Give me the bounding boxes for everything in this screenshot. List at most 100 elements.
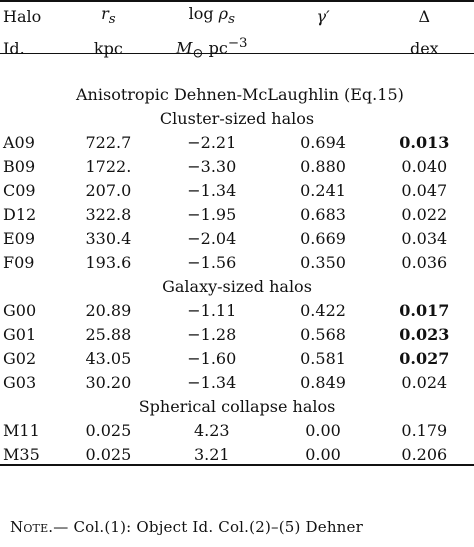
cell-log-rho: −2.04 [187,228,237,248]
spacer-row [0,67,474,83]
cell-halo-id: F09 [3,252,35,272]
cell-halo-id: M35 [3,444,40,464]
header-id: Id. [3,39,25,59]
cell-gamma: 0.683 [300,204,346,224]
table-note: Note.— Col.(1): Object Id. Col.(2)–(5) D… [10,518,363,536]
cell-rs: 207.0 [85,180,132,200]
table-row: D12 322.8 −1.95 0.683 0.022 [0,203,474,227]
cell-halo-id: M11 [3,420,40,440]
header-dex: dex [409,39,439,59]
cell-halo-id: G03 [3,372,37,392]
cell-halo-id: G02 [3,348,37,368]
header-rs-base: r [101,4,109,23]
cell-log-rho: −3.30 [187,156,237,176]
cell-log-rho: −1.60 [187,348,237,368]
header-gamma: γ′ [271,2,374,32]
cell-delta: 0.040 [401,156,448,176]
table-row: G02 43.05 −1.60 0.581 0.027 [0,347,474,371]
cell-gamma: 0.00 [305,444,341,464]
cell-halo-id: G00 [3,300,37,320]
cell-halo-id: C09 [3,180,36,200]
cell-delta: 0.027 [399,348,450,368]
cell-log-rho: 4.23 [193,420,230,440]
header-density-unit-sup: −3 [227,36,248,52]
header-logrho: log ρs [152,2,271,32]
cell-rs: 25.88 [85,324,132,344]
header-density-unit-text: pc [203,38,228,58]
cell-gamma: 0.00 [305,420,341,440]
header-rs-sub: s [108,12,116,28]
model-title: Anisotropic Dehnen-McLaughlin (Eq.15) [76,84,404,104]
section-header-row: Cluster-sized halos [0,107,474,131]
cell-log-rho: −1.34 [187,372,237,392]
section-title: Galaxy-sized halos [162,276,312,296]
header-row-1: Halo rs log ρs γ′ Δ [0,2,474,32]
header-rule [0,53,474,54]
table-row: B09 1722. −3.30 0.880 0.040 [0,155,474,179]
cell-delta: 0.023 [399,324,450,344]
cell-rs: 193.6 [85,252,132,272]
cell-log-rho: −1.28 [187,324,237,344]
table-row: M11 0.025 4.23 0.00 0.179 [0,419,474,443]
cell-gamma: 0.581 [300,348,346,368]
header-logrho-sub: s [228,12,235,28]
cell-halo-id: D12 [3,204,37,224]
table-row: M35 0.025 3.21 0.00 0.206 [0,443,474,467]
note-label: Note. [10,518,54,536]
cell-delta: 0.017 [399,300,450,320]
table-row: G00 20.89 −1.11 0.422 0.017 [0,299,474,323]
cell-rs: 330.4 [85,228,132,248]
note-text: — Col.(1): Object Id. Col.(2)–(5) Dehner [53,518,363,536]
table-body: Anisotropic Dehnen-McLaughlin (Eq.15) Cl… [0,67,474,467]
table-row: G03 30.20 −1.34 0.849 0.024 [0,371,474,395]
table-row: C09 207.0 −1.34 0.241 0.047 [0,179,474,203]
halo-parameters-table: Halo rs log ρs γ′ Δ Id. kpc M⊙ pc−3 dex … [0,2,474,467]
table-row: F09 193.6 −1.56 0.350 0.036 [0,251,474,275]
cell-delta: 0.036 [401,252,448,272]
cell-gamma: 0.694 [300,132,346,152]
cell-rs: 1722. [85,156,132,176]
cell-halo-id: E09 [3,228,36,248]
cell-gamma: 0.241 [300,180,346,200]
header-kpc: kpc [93,39,123,59]
cell-gamma: 0.568 [300,324,346,344]
header-density-unit-base: M [176,38,193,58]
cell-log-rho: −1.11 [187,300,237,320]
header-row-2: Id. kpc M⊙ pc−3 dex [0,32,474,67]
cell-halo-id: A09 [3,132,35,152]
table-row: G01 25.88 −1.28 0.568 0.023 [0,323,474,347]
cell-rs: 722.7 [85,132,132,152]
cell-gamma: 0.350 [300,252,346,272]
cell-delta: 0.179 [401,420,448,440]
header-gamma-symbol: γ′ [316,7,330,27]
bottom-rule [0,464,474,466]
cell-rs: 0.025 [85,444,132,464]
cell-delta: 0.022 [401,204,448,224]
cell-log-rho: −2.21 [187,132,237,152]
cell-delta: 0.013 [399,132,450,152]
cell-rs: 30.20 [85,372,132,392]
cell-log-rho: −1.56 [187,252,237,272]
cell-gamma: 0.849 [300,372,346,392]
model-title-row: Anisotropic Dehnen-McLaughlin (Eq.15) [0,83,474,107]
section-header-row: Galaxy-sized halos [0,275,474,299]
cell-delta: 0.024 [401,372,448,392]
section-header-row: Spherical collapse halos [0,395,474,419]
section-title: Cluster-sized halos [159,108,315,128]
top-rule [0,0,474,2]
header-rs: rs [65,2,152,32]
cell-rs: 322.8 [85,204,132,224]
cell-log-rho: −1.34 [187,180,237,200]
header-density-unit-sub: ⊙ [192,46,204,62]
header-logrho-base: ρ [218,4,229,23]
cell-delta: 0.034 [401,228,448,248]
cell-rs: 0.025 [85,420,132,440]
cell-delta: 0.047 [401,180,448,200]
header-density-unit: M⊙ pc−3 [152,32,271,67]
header-halo: Halo [3,7,42,27]
cell-halo-id: G01 [3,324,37,344]
section-title: Spherical collapse halos [138,396,336,416]
table-row: E09 330.4 −2.04 0.669 0.034 [0,227,474,251]
cell-log-rho: −1.95 [187,204,237,224]
cell-gamma: 0.422 [300,300,346,320]
